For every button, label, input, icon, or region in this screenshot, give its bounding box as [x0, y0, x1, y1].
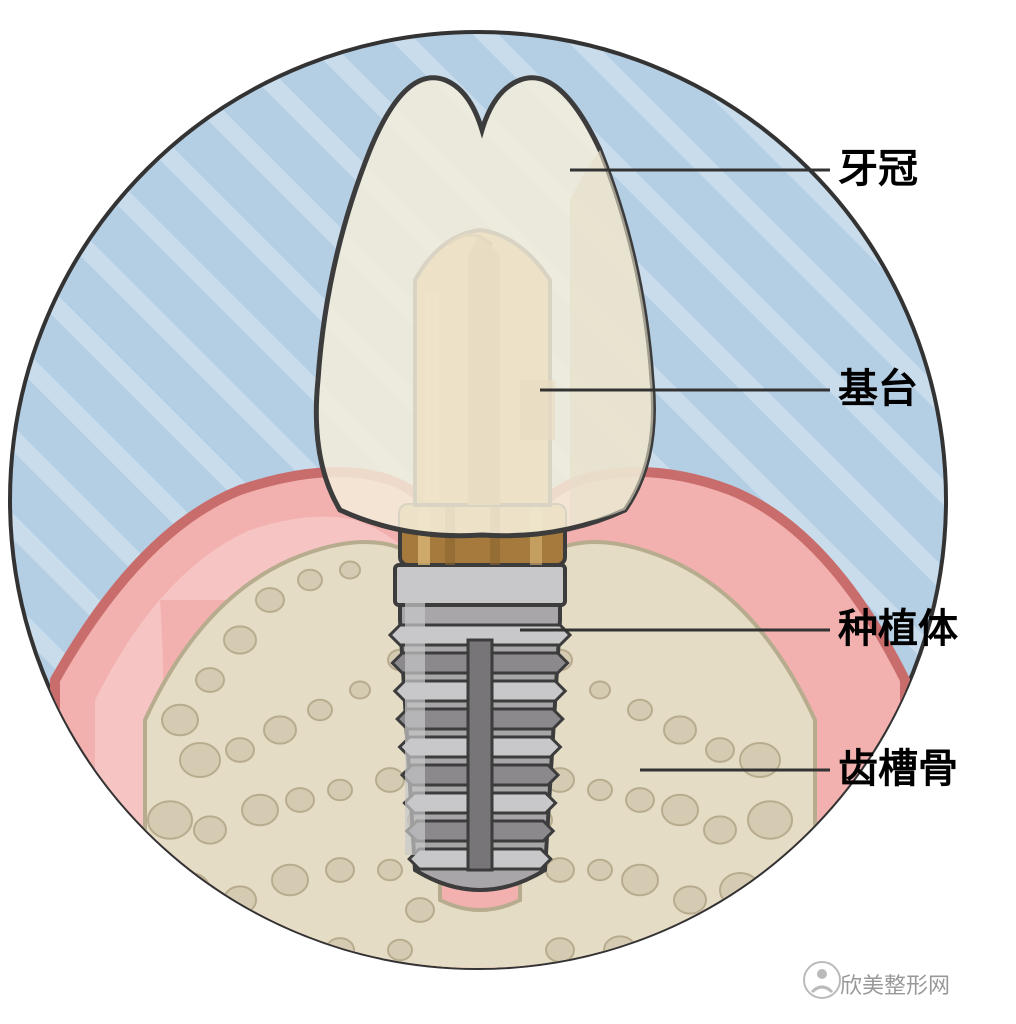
- label-abutment: 基台: [838, 356, 918, 414]
- implant-body: [390, 565, 570, 890]
- label-implant: 种植体: [838, 596, 958, 654]
- label-bone: 齿槽骨: [838, 736, 958, 794]
- watermark-text: 欣美整形网: [840, 968, 950, 1000]
- watermark-icon: [804, 962, 840, 998]
- label-crown: 牙冠: [838, 136, 918, 194]
